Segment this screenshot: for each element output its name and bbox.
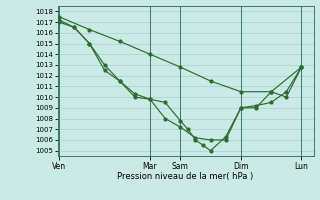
X-axis label: Pression niveau de la mer( hPa ): Pression niveau de la mer( hPa ) <box>117 172 254 181</box>
